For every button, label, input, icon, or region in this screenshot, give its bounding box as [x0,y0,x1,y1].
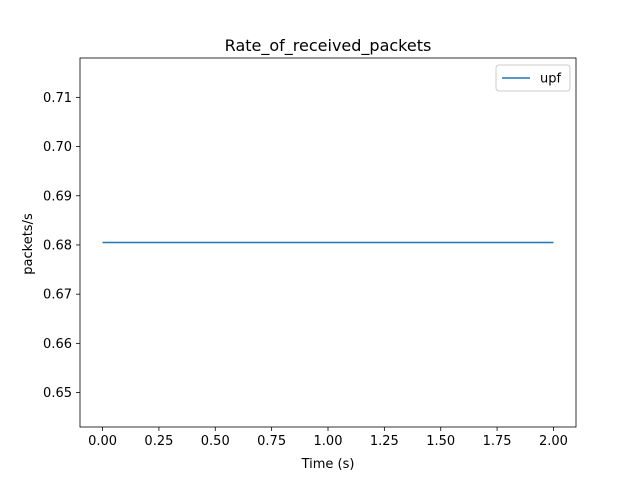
y-tick-label: 0.68 [43,238,72,253]
x-tick-label: 1.75 [483,434,512,449]
chart-title: Rate_of_received_packets [225,36,432,56]
y-tick-label: 0.66 [43,337,72,352]
x-tick-label: 1.25 [370,434,399,449]
x-tick-label: 0.75 [257,434,286,449]
legend-box [495,64,571,92]
x-tick-label: 0.50 [201,434,230,449]
y-tick-label: 0.65 [43,386,72,401]
y-tick-label: 0.71 [43,91,72,106]
x-axis-label: Time (s) [301,457,355,472]
y-axis-label: packets/s [21,213,36,275]
legend-label-upf: upf [540,72,561,87]
x-tick-label: 2.00 [539,434,568,449]
x-tick-label: 1.50 [426,434,455,449]
y-tick-label: 0.67 [43,288,72,303]
y-tick-label: 0.70 [43,140,72,155]
plot-area: 0.00 0.25 0.50 0.75 1.00 1.25 1.50 1.75 2.00 0.65… [43,57,577,449]
x-tick-label: 0.25 [144,434,173,449]
x-tick-label: 1.00 [314,434,343,449]
y-tick-label: 0.69 [43,189,72,204]
x-tick-label: 0.00 [88,434,117,449]
